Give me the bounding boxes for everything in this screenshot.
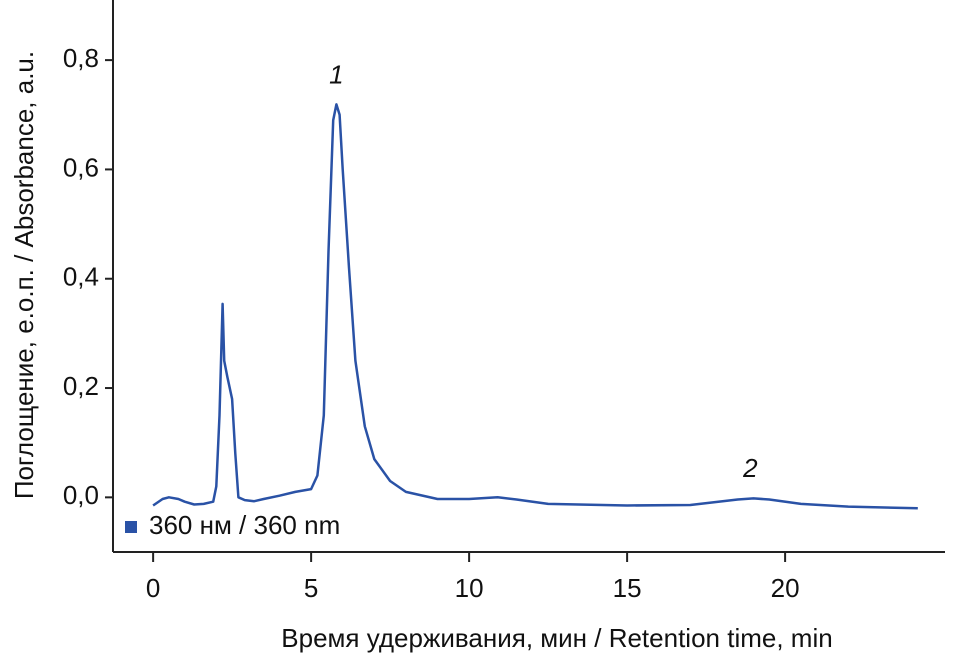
y-tick-label: 0,8 <box>63 43 99 73</box>
line-series <box>152 103 918 510</box>
y-tick-label: 0,4 <box>63 262 99 292</box>
y-tick-label: 0,2 <box>63 371 99 401</box>
y-axis-label: Поглощение, е.о.п. / Absorbance, a.u. <box>9 51 39 499</box>
x-axis-label: Время удерживания, мин / Retention time,… <box>281 623 832 653</box>
x-tick-label: 5 <box>304 573 318 603</box>
annotation: 2 <box>742 453 758 483</box>
x-tick-label: 20 <box>771 573 800 603</box>
y-tick-label: 0,6 <box>63 152 99 182</box>
x-tick-label: 0 <box>146 573 160 603</box>
y-tick-label: 0,0 <box>63 480 99 510</box>
legend-swatch <box>125 521 137 533</box>
x-tick-label: 15 <box>613 573 642 603</box>
annotation: 1 <box>329 59 343 89</box>
x-tick-label: 10 <box>455 573 484 603</box>
legend-label: 360 нм / 360 nm <box>149 510 340 540</box>
